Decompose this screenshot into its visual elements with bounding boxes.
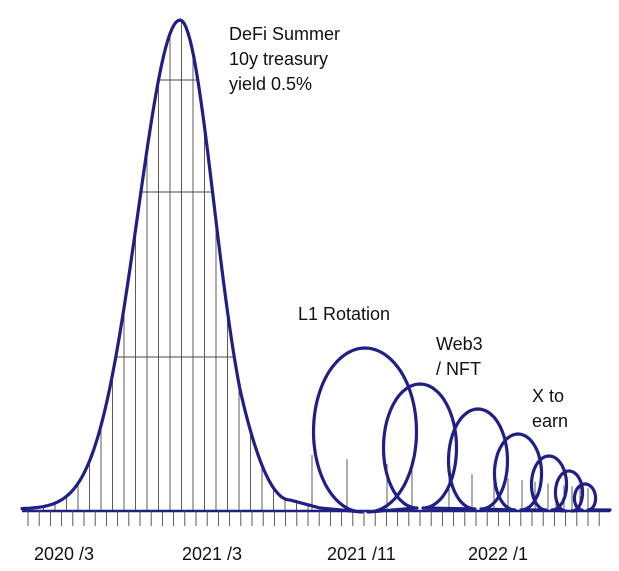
annotation-earn: earn [532, 411, 569, 431]
annotation-defi-yield: yield 0.5% [229, 74, 313, 94]
timeline-label-2021-03: 2021 /3 [182, 544, 243, 564]
timeline-label-2021-11: 2021 /11 [327, 544, 396, 564]
timeline-label-2020-03: 2020 /3 [34, 544, 95, 564]
annotation-x-to: X to [532, 386, 565, 406]
annotation-l1-rotation: L1 Rotation [298, 304, 391, 324]
annotation-web3: Web3 [436, 334, 483, 354]
support-posts [31, 20, 589, 511]
annotation-defi-summer-title: DeFi Summer [229, 24, 341, 44]
annotation-nft: / NFT [436, 359, 481, 379]
peak-braces [116, 79, 234, 358]
ground-ticks [27, 511, 600, 526]
annotation-defi-treasury: 10y treasury [229, 49, 329, 69]
timeline-label-2022-01: 2022 /1 [468, 544, 529, 564]
coaster-track [20, 18, 612, 514]
